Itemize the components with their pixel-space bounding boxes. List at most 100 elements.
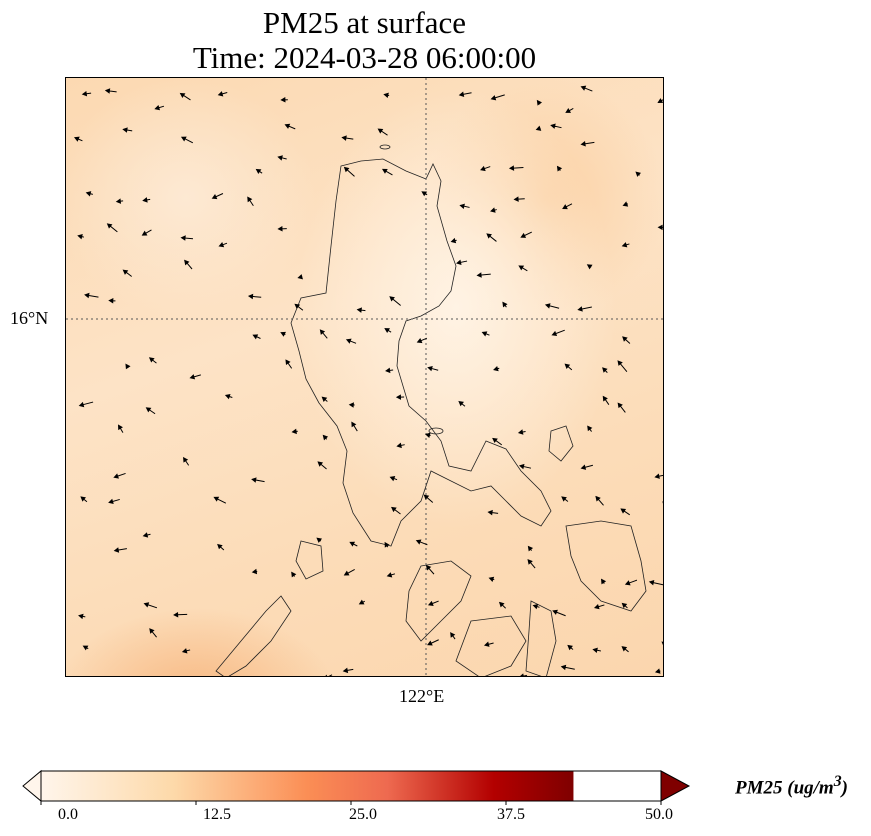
wind-arrow (560, 664, 575, 671)
wind-arrow (284, 123, 296, 130)
wind-arrow (657, 224, 663, 231)
wind-arrow (488, 576, 495, 582)
wind-arrow (386, 572, 396, 578)
wind-arrow (621, 602, 628, 609)
lon-tick-label: 122°E (399, 686, 445, 706)
wind-arrow (122, 269, 132, 277)
wind-arrow (617, 360, 628, 373)
wind-arrow (115, 198, 124, 204)
wind-arrow (180, 235, 194, 241)
wind-arrow (395, 394, 405, 400)
wind-arrow (383, 92, 390, 99)
wind-arrow (85, 191, 93, 197)
wind-arrow (316, 537, 323, 543)
coastline-catanduanes (548, 425, 574, 462)
wind-arrow (104, 88, 117, 94)
wind-arrow (595, 495, 604, 506)
map-layers (66, 78, 663, 676)
wind-arrow (624, 579, 638, 586)
wind-arrow (251, 477, 265, 483)
wind-arrow (498, 601, 506, 609)
wind-arrow (341, 135, 354, 141)
wind-arrow (567, 644, 574, 651)
wind-arrow (421, 191, 428, 197)
wind-arrow (391, 506, 401, 515)
wind-arrow (173, 611, 188, 618)
wind-arrow (450, 632, 456, 640)
wind-arrow (459, 203, 470, 209)
wind-arrow (518, 265, 528, 272)
coastline-palawan (215, 595, 292, 676)
wind-arrow (277, 155, 287, 161)
wind-arrow (384, 541, 390, 548)
coastlines (215, 144, 647, 676)
wind-arrow (106, 223, 118, 233)
wind-vectors (73, 85, 663, 676)
wind-arrow (654, 473, 663, 479)
colorbar-extend-high (660, 770, 691, 802)
wind-arrow (602, 395, 610, 405)
wind-arrow (285, 359, 293, 369)
wind-arrow (325, 674, 333, 676)
wind-arrow (113, 472, 126, 479)
wind-arrow (662, 501, 663, 504)
wind-arrow (343, 568, 355, 576)
wind-arrow (319, 329, 328, 339)
wind-arrow (425, 432, 431, 438)
wind-arrow (108, 498, 120, 505)
wind-arrow (426, 639, 439, 646)
wind-arrow (617, 402, 626, 413)
wind-arrow (508, 165, 524, 171)
wind-arrow (550, 123, 562, 129)
wind-arrow (415, 539, 428, 546)
wind-arrow (358, 599, 366, 605)
wind-arrow (348, 402, 355, 408)
wind-arrow (322, 434, 329, 441)
wind-arrow (423, 494, 434, 503)
colorbar-gradient (40, 771, 574, 801)
wind-arrow (480, 165, 491, 172)
wind-arrow (527, 559, 536, 569)
wind-arrow (297, 274, 303, 280)
wind-arrow (520, 231, 532, 238)
wind-arrow (255, 168, 263, 174)
wind-arrow (108, 297, 116, 304)
wind-arrow (502, 301, 508, 308)
wind-arrow (592, 647, 601, 653)
wind-arrow (481, 331, 490, 337)
wind-arrow (148, 357, 157, 364)
wind-arrow (349, 541, 358, 547)
wind-arrow (458, 400, 466, 407)
wind-arrow (184, 259, 193, 270)
wind-arrow (458, 91, 472, 97)
wind-arrow (217, 91, 228, 97)
wind-arrow (377, 128, 388, 136)
colorbar-label: PM25 (ug/m3) (735, 773, 848, 799)
wind-arrow (211, 193, 224, 200)
wind-arrow (427, 600, 439, 606)
wind-arrow (654, 668, 661, 674)
wind-arrow (536, 99, 543, 106)
wind-arrow (600, 578, 607, 585)
coastline-negros (525, 600, 557, 676)
wind-arrow (80, 496, 88, 503)
wind-arrow (78, 401, 94, 408)
wind-arrow (513, 196, 525, 202)
wind-arrow (73, 136, 83, 142)
wind-arrow (280, 331, 286, 337)
wind-arrow (544, 303, 560, 309)
wind-arrow (552, 609, 566, 617)
wind-arrow (487, 509, 499, 516)
wind-arrow (622, 201, 629, 207)
wind-arrow (490, 207, 497, 213)
wind-arrow (476, 272, 491, 278)
wind-arrow (113, 547, 127, 553)
colorbar-tick-label: 50.0 (645, 806, 673, 823)
wind-arrow (532, 604, 540, 610)
wind-arrow (425, 564, 435, 575)
wind-arrow (82, 645, 89, 651)
coastline-mindoro (405, 560, 472, 642)
wind-arrow (661, 641, 663, 646)
wind-arrow (492, 437, 503, 446)
wind-arrow (247, 293, 262, 300)
